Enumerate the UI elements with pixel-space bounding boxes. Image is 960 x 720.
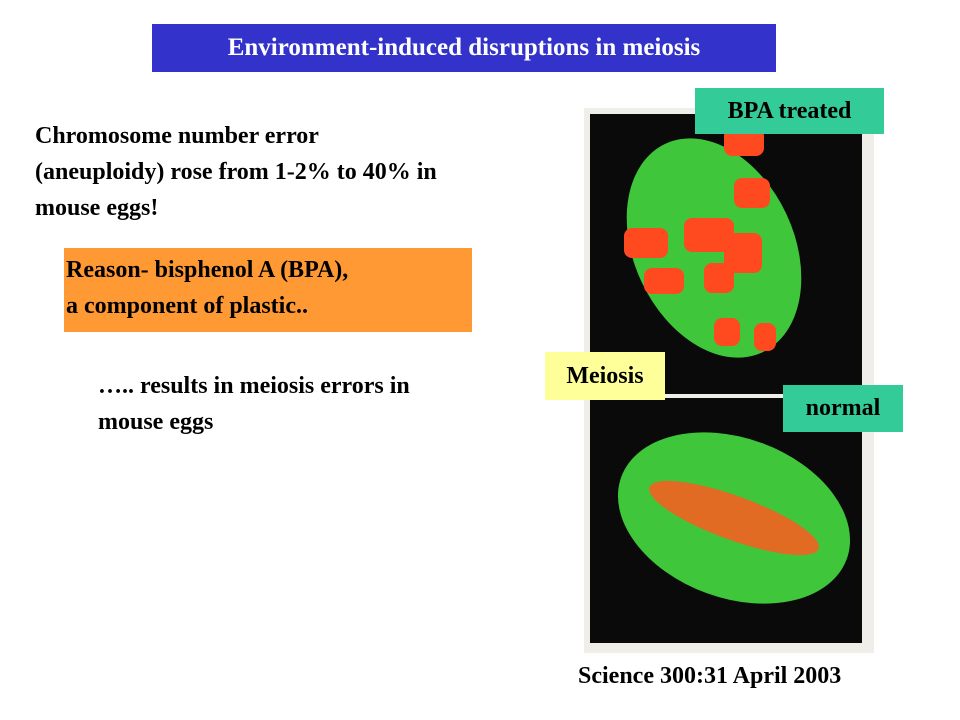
reason-line: Reason- bisphenol A (BPA),: [66, 257, 349, 283]
label-box: normal: [783, 385, 903, 432]
title-box: Environment-induced disruptions in meios…: [152, 24, 776, 72]
statement-line: mouse eggs!: [35, 195, 159, 221]
result: ….. results in meiosis errors in mouse e…: [98, 368, 410, 440]
result-line: mouse eggs: [98, 409, 214, 435]
label-box: BPA treated: [695, 88, 884, 134]
statement-line: Chromosome number error: [35, 123, 319, 149]
statement: Chromosome number error (aneuploidy) ros…: [35, 118, 437, 226]
reason-line: a component of plastic..: [66, 293, 308, 319]
result-line: ….. results in meiosis errors in: [98, 373, 410, 399]
reason-box: Reason- bisphenol A (BPA), a component o…: [64, 248, 472, 332]
micrograph: [584, 108, 874, 653]
title: Environment-induced disruptions in meios…: [227, 34, 701, 61]
label: Meiosis: [566, 362, 644, 389]
statement-line: (aneuploidy) rose from 1-2% to 40% in: [35, 159, 437, 185]
label: BPA treated: [727, 97, 852, 124]
label-box: Meiosis: [545, 352, 665, 400]
label: normal: [805, 395, 881, 421]
citation: Science 300:31 April 2003: [578, 663, 842, 689]
